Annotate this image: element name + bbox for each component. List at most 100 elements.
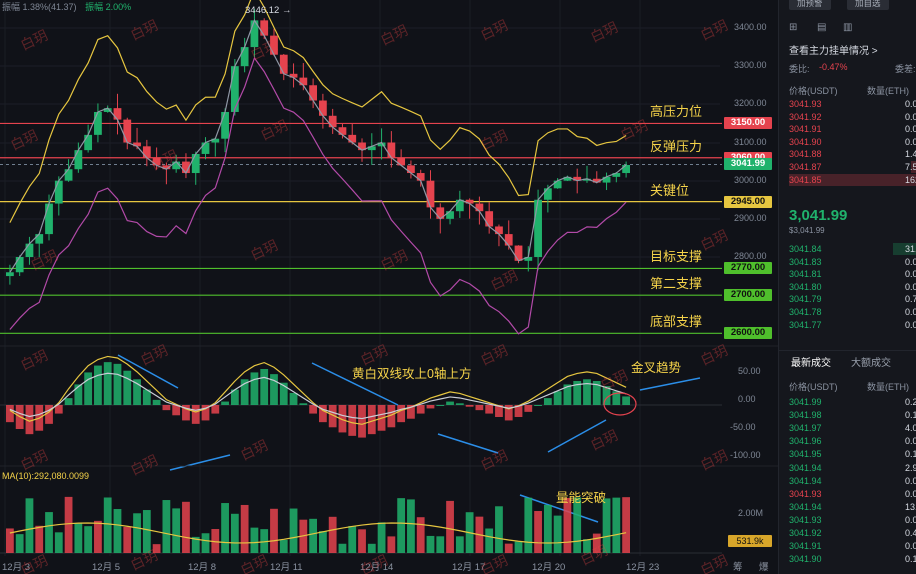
bid-row[interactable]: 3041.83 0.0 [789,256,916,268]
candlestick-chart[interactable] [0,0,778,574]
candle-body [377,142,386,147]
level-price-tag: 2700.00 [724,289,772,302]
level-label: 目标支撑 [650,249,703,265]
macd-bar [455,403,464,405]
candle-body [162,165,171,170]
volume-bar [15,534,24,553]
candle-body [602,176,611,183]
candle-body [328,115,337,128]
trade-qty: 0.1 [905,410,916,421]
price-header: 价格(USDT) [789,86,838,96]
tab-large-trades[interactable]: 大额成交 [851,358,891,369]
trade-row: 3041.98 0.1 [789,409,916,421]
volume-bar [592,533,601,553]
add-favorite-button[interactable]: 加自选 [847,0,889,10]
candle-body [113,108,122,120]
chip-toggle[interactable]: 筹 [733,562,743,573]
candle-body [211,138,220,143]
candle-body [123,119,132,143]
date-tick: 12月 20 [532,562,566,573]
macd-tick: -50.00 [730,422,756,432]
ask-row[interactable]: 3041.91 0.0 [789,123,916,135]
volume-bar [309,518,317,553]
header-stats: 振幅 1.38%(41.37) 振幅 2.00% [2,0,137,13]
macd-bar [563,384,572,405]
volume-bar [416,517,425,553]
bid-row[interactable]: 3041.78 0.0 [789,306,916,318]
bid-row[interactable]: 3041.79 0.7 [789,293,916,305]
macd-bar [485,405,494,414]
row-price: 3041.90 [789,136,822,147]
macd-bar [221,401,229,405]
macd-bar [45,405,53,424]
volume-bar [221,503,229,553]
change-text: 振幅 2.00% [85,2,132,12]
bid-row[interactable]: 3041.81 0.0 [789,268,916,280]
candle-body [299,77,308,86]
volume-bar [553,515,562,553]
chart-area[interactable]: 振幅 1.38%(41.37) 振幅 2.00% 3446.12 → 3400.… [0,0,778,574]
row-price: 3041.77 [789,319,822,330]
macd-bar [524,405,533,412]
candle-body [573,176,582,181]
trade-row: 3041.93 0.0 [789,514,916,526]
row-qty: 0.0 [905,307,916,317]
bid-row[interactable]: 3041.80 0.0 [789,281,916,293]
volume-bar [182,501,190,553]
trade-qty: 0.0 [905,488,916,499]
candle-body [35,234,44,244]
macd-bar [142,389,151,405]
candle-body [563,176,572,181]
view-main-orders-link[interactable]: 查看主力挂单情况 > [789,46,878,57]
volume-tick: 2.00M [738,508,764,518]
volume-bar [74,523,83,553]
add-alert-button[interactable]: 加预警 [789,0,831,10]
volume-bar [240,504,249,553]
tab-latest-trades[interactable]: 最新成交 [791,358,831,369]
volume-bar [436,536,445,553]
ask-row[interactable]: 3041.85 162.5 [789,173,916,186]
ask-row[interactable]: 3041.92 0.0 [789,111,916,123]
candle-body [15,257,24,273]
date-tick: 12月 14 [360,562,394,573]
ask-row[interactable]: 3041.93 0.0 [789,98,916,110]
macd-bar [592,381,601,405]
trade-tabs: 最新成交 大额成交 [779,350,916,373]
volume-bar [152,544,161,553]
volume-bar [622,497,630,553]
candle-body [74,150,83,170]
candle-body [534,199,542,257]
ask-row[interactable]: 3041.90 0.0 [789,136,916,148]
level-price-tag: 3150.00 [724,117,772,130]
macd-bar [338,405,347,433]
volume-bar [534,511,542,553]
volume-bar [270,508,278,553]
candle-body [436,207,445,219]
liquidation-toggle[interactable]: 爆 [759,562,769,573]
level-price-tag: 2770.00 [724,262,772,275]
candle-body [142,146,151,158]
bid-row[interactable]: 3041.77 0.0 [789,319,916,331]
ratio-value: -0.47% [819,62,848,72]
macd-tick: 0.00 [738,394,756,404]
volume-bar [514,541,523,553]
candle-body [270,35,278,55]
orderbook-asks-icon[interactable]: ▤ [817,22,827,33]
candle-body [94,111,102,135]
bid-row[interactable]: 3041.84 31.0 [789,243,916,255]
macd-bar [495,405,503,417]
ask-row[interactable]: 3041.88 1.4 [789,148,916,161]
candle-body [6,272,14,277]
bollinger-upper [9,0,627,223]
current-price-tag: 3041.99 [724,158,772,170]
trend-arrow [169,454,231,471]
trade-price: 3041.94 [789,501,822,512]
macd-bar [583,379,591,405]
candle-body [446,211,454,219]
volume-bar [485,528,494,553]
orderbook-bids-icon[interactable]: ▥ [843,22,853,33]
orderbook-both-icon[interactable]: ⊞ [789,22,798,33]
candle-body [250,20,259,48]
volume-bar [45,512,53,553]
ask-row[interactable]: 3041.87 7.5 [789,161,916,173]
